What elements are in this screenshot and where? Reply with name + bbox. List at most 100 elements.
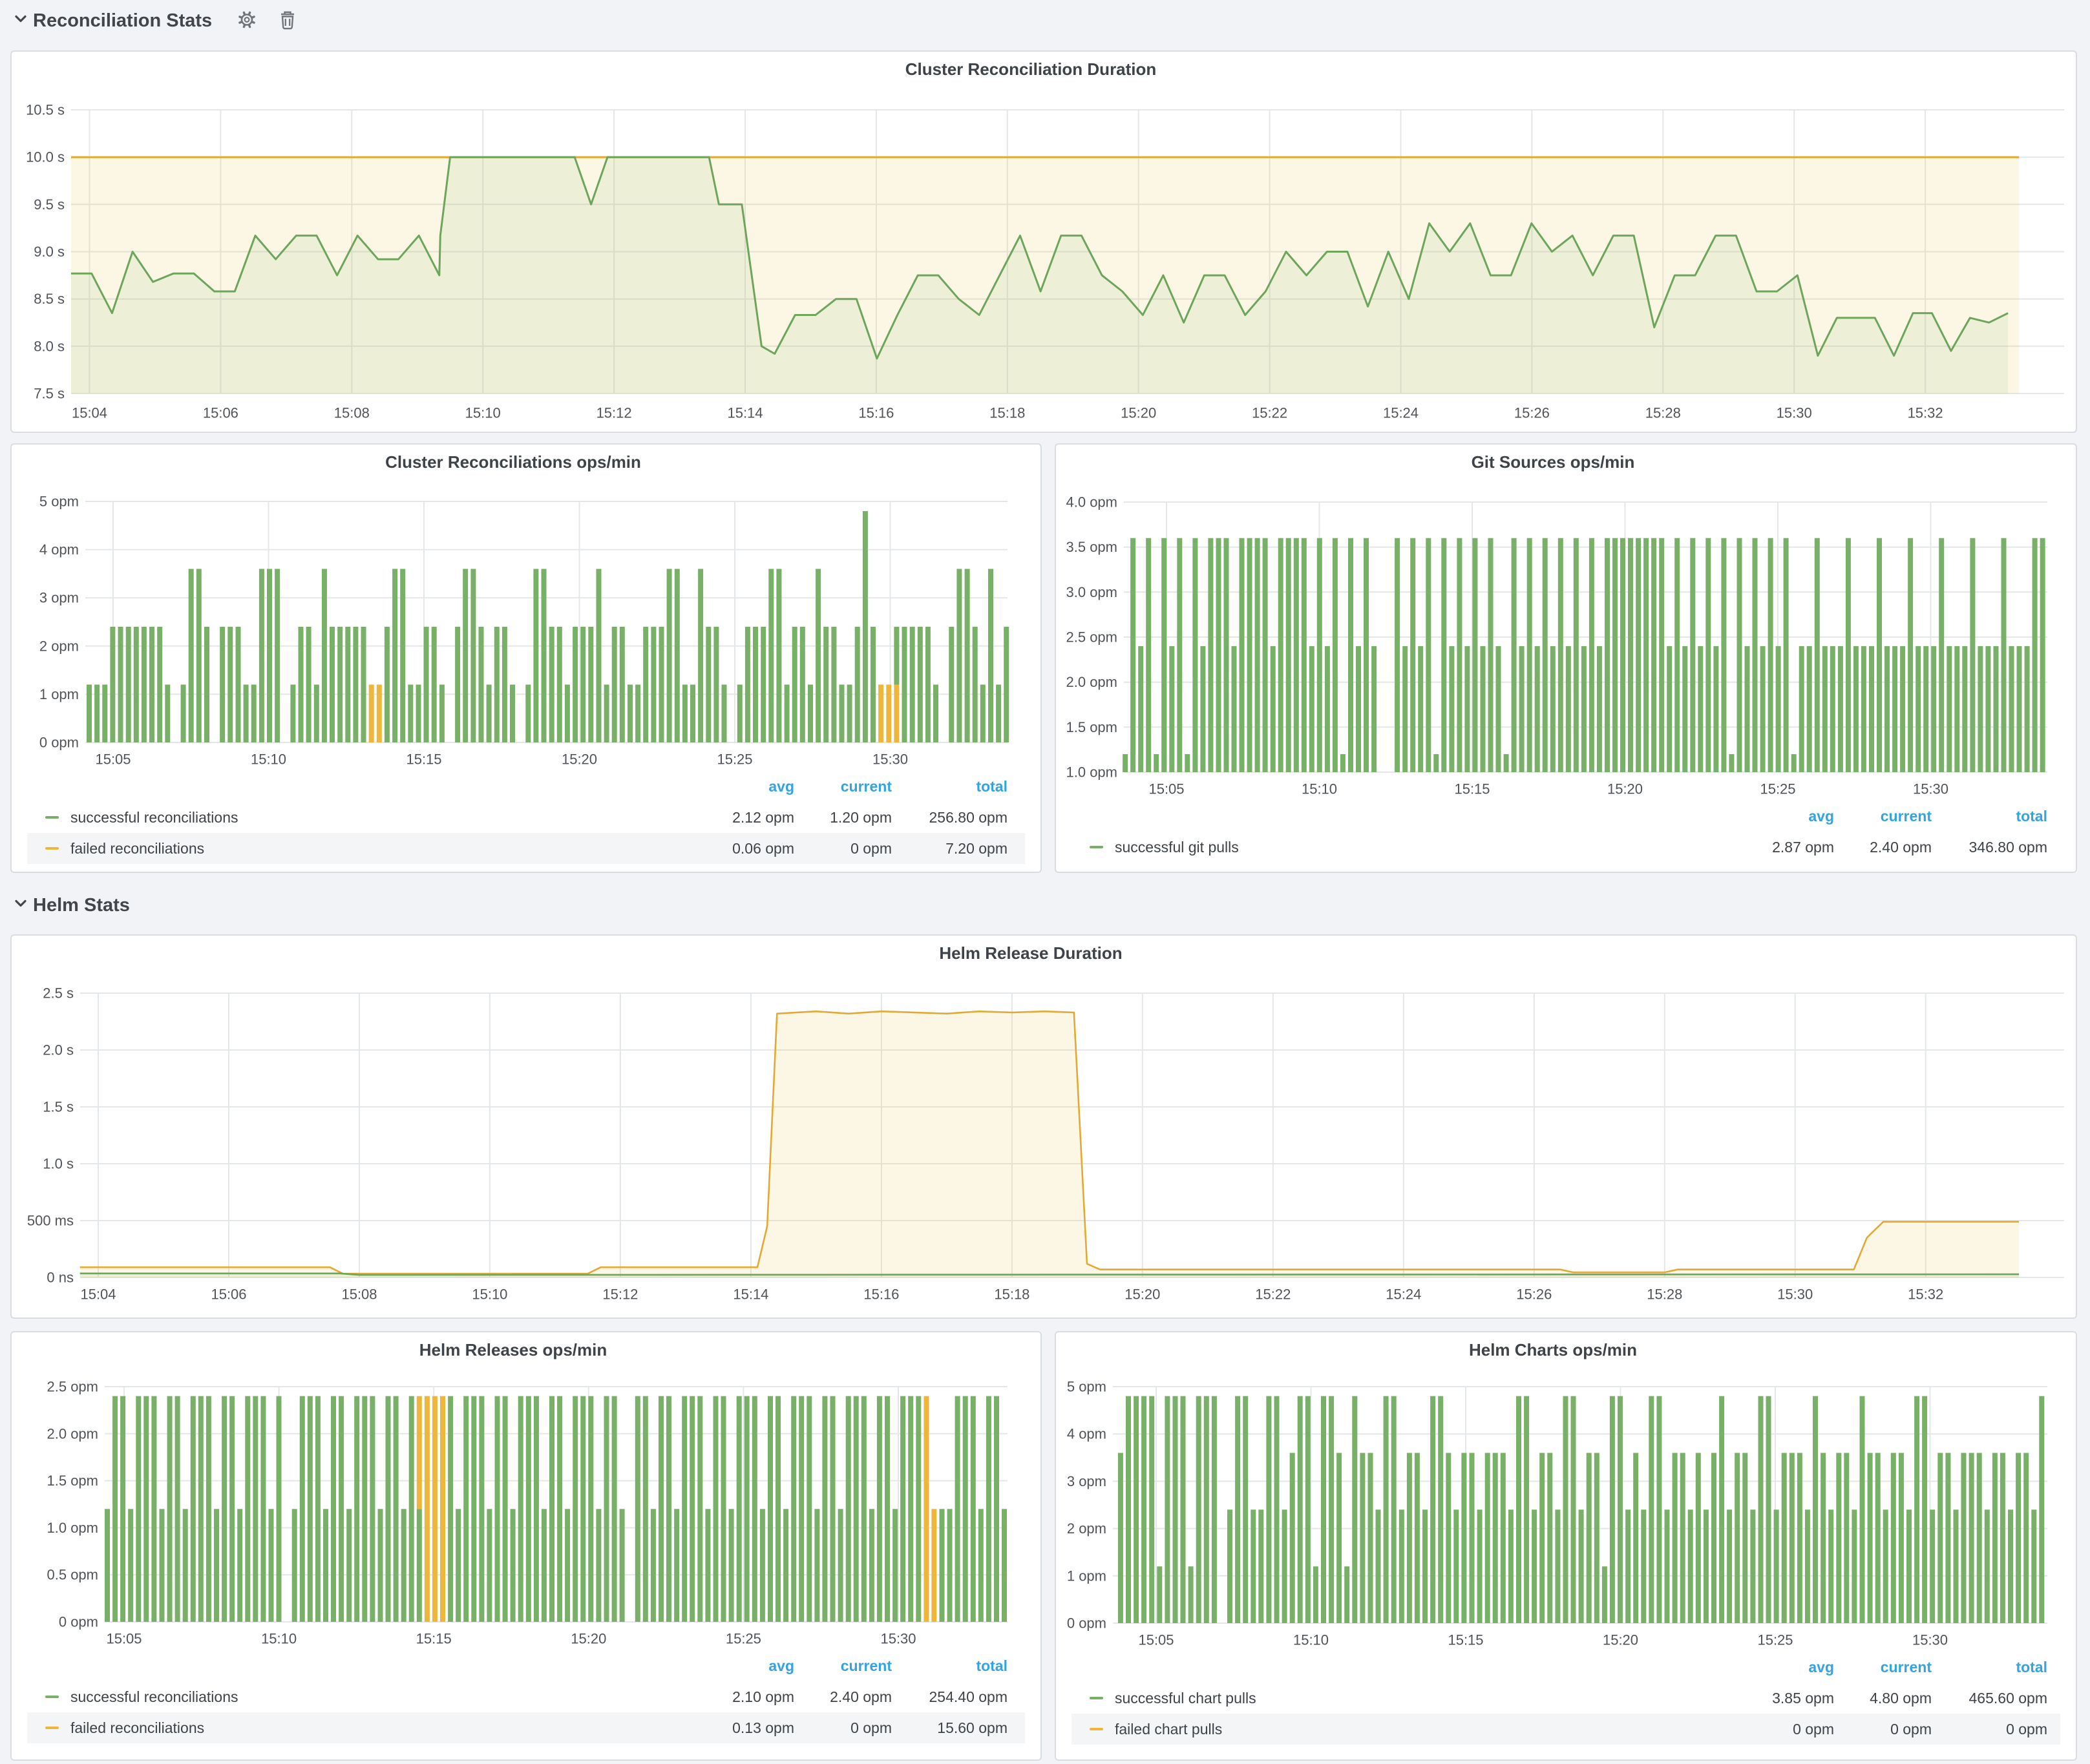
svg-text:15:30: 15:30 [1777,1286,1813,1303]
svg-text:15:30: 15:30 [872,751,908,768]
svg-text:2.40 opm: 2.40 opm [1870,839,1932,856]
svg-text:2 opm: 2 opm [1067,1520,1106,1537]
svg-text:15:18: 15:18 [994,1286,1029,1303]
svg-text:2.5 opm: 2.5 opm [47,1379,99,1395]
svg-text:0 opm: 0 opm [2006,1721,2047,1738]
svg-text:avg: avg [768,778,794,795]
svg-text:15:14: 15:14 [733,1286,768,1303]
svg-text:1 opm: 1 opm [39,686,79,702]
svg-text:Cluster Reconciliation Duratio: Cluster Reconciliation Duration [905,59,1157,79]
svg-text:15:22: 15:22 [1255,1286,1291,1303]
svg-text:0 opm: 0 opm [850,1719,892,1736]
svg-text:0 opm: 0 opm [39,735,79,751]
svg-text:5 opm: 5 opm [39,494,79,510]
svg-text:failed reconciliations: failed reconciliations [70,840,204,857]
svg-text:1.5 opm: 1.5 opm [1066,719,1118,735]
svg-text:0 opm: 0 opm [1793,1721,1834,1738]
svg-text:15:04: 15:04 [80,1286,116,1303]
svg-text:15:05: 15:05 [1148,781,1184,797]
svg-text:Git Sources ops/min: Git Sources ops/min [1472,452,1635,472]
svg-text:2.0 opm: 2.0 opm [1066,674,1118,690]
svg-text:0 opm: 0 opm [59,1614,98,1630]
svg-text:successful git pulls: successful git pulls [1115,839,1239,856]
svg-text:1.0 opm: 1.0 opm [47,1520,99,1536]
svg-text:346.80 opm: 346.80 opm [1969,839,2047,856]
svg-text:10.5 s: 10.5 s [26,102,65,118]
svg-text:failed reconciliations: failed reconciliations [70,1719,204,1736]
svg-text:15:15: 15:15 [1454,781,1490,797]
svg-text:1.5 opm: 1.5 opm [47,1473,99,1489]
svg-text:Helm Releases ops/min: Helm Releases ops/min [419,1340,607,1360]
svg-text:15:05: 15:05 [95,751,131,768]
svg-text:successful reconciliations: successful reconciliations [70,1688,238,1705]
svg-text:2.5 opm: 2.5 opm [1066,629,1118,646]
svg-text:0 opm: 0 opm [850,840,892,857]
svg-text:total: total [976,1657,1008,1674]
svg-text:15:06: 15:06 [211,1286,246,1303]
svg-text:15:05: 15:05 [1138,1632,1174,1648]
svg-text:15:24: 15:24 [1386,1286,1421,1303]
svg-text:total: total [2016,808,2047,824]
svg-text:254.40 opm: 254.40 opm [929,1688,1008,1705]
svg-text:0 ns: 0 ns [47,1270,74,1286]
svg-text:current: current [1881,1659,1932,1675]
svg-text:current: current [841,778,892,795]
svg-text:15:10: 15:10 [261,1631,297,1647]
svg-text:15:30: 15:30 [1913,781,1948,797]
svg-text:successful reconciliations: successful reconciliations [70,809,238,826]
svg-text:2.12 opm: 2.12 opm [732,809,794,826]
svg-text:15:20: 15:20 [1124,1286,1160,1303]
svg-text:15:12: 15:12 [596,405,632,421]
svg-text:15:16: 15:16 [858,405,894,421]
svg-text:15:04: 15:04 [72,405,107,421]
svg-text:3 opm: 3 opm [39,590,79,606]
svg-text:9.0 s: 9.0 s [34,244,65,260]
svg-text:15:05: 15:05 [106,1631,142,1647]
svg-text:2.87 opm: 2.87 opm [1772,839,1834,856]
svg-text:avg: avg [1808,808,1834,824]
svg-text:15:25: 15:25 [726,1631,761,1647]
svg-text:15:08: 15:08 [341,1286,377,1303]
svg-text:15:28: 15:28 [1645,405,1681,421]
svg-text:15:20: 15:20 [562,751,597,768]
svg-text:5 opm: 5 opm [1067,1379,1106,1395]
svg-text:0 opm: 0 opm [1067,1615,1106,1632]
svg-text:15:24: 15:24 [1383,405,1419,421]
svg-text:15:32: 15:32 [1908,1286,1943,1303]
svg-text:2.5 s: 2.5 s [43,985,74,1002]
svg-text:1.20 opm: 1.20 opm [830,809,892,826]
svg-text:15:14: 15:14 [727,405,763,421]
svg-text:current: current [1881,808,1932,824]
svg-text:1.0 opm: 1.0 opm [1066,764,1118,781]
svg-text:0.06 opm: 0.06 opm [732,840,794,857]
svg-text:Helm Charts ops/min: Helm Charts ops/min [1469,1340,1637,1360]
svg-text:1.0 s: 1.0 s [43,1156,74,1172]
svg-text:15:10: 15:10 [472,1286,507,1303]
svg-text:2.40 opm: 2.40 opm [830,1688,892,1705]
svg-text:15:15: 15:15 [1448,1632,1483,1648]
svg-text:15:30: 15:30 [1912,1632,1948,1648]
svg-text:15:20: 15:20 [571,1631,606,1647]
svg-text:15:25: 15:25 [1760,781,1795,797]
svg-text:3 opm: 3 opm [1067,1473,1106,1489]
svg-text:3.5 opm: 3.5 opm [1066,539,1118,555]
svg-text:successful chart pulls: successful chart pulls [1115,1690,1256,1706]
svg-text:15:30: 15:30 [1777,405,1812,421]
svg-text:Helm Release Duration: Helm Release Duration [939,943,1122,963]
svg-text:4 opm: 4 opm [1067,1426,1106,1442]
svg-text:0.5 opm: 0.5 opm [47,1567,99,1583]
svg-text:15:18: 15:18 [989,405,1025,421]
svg-text:2 opm: 2 opm [39,638,79,654]
svg-text:4.0 opm: 4.0 opm [1066,494,1118,510]
svg-text:15:10: 15:10 [1302,781,1337,797]
svg-text:8.5 s: 8.5 s [34,291,65,307]
svg-text:15:32: 15:32 [1908,405,1943,421]
svg-text:15:22: 15:22 [1252,405,1287,421]
svg-text:4 opm: 4 opm [39,541,79,558]
svg-text:15:26: 15:26 [1516,1286,1552,1303]
svg-text:0.13 opm: 0.13 opm [732,1719,794,1736]
svg-text:total: total [2016,1659,2047,1675]
svg-text:15:10: 15:10 [465,405,501,421]
svg-text:total: total [976,778,1008,795]
svg-text:3.85 opm: 3.85 opm [1772,1690,1834,1706]
